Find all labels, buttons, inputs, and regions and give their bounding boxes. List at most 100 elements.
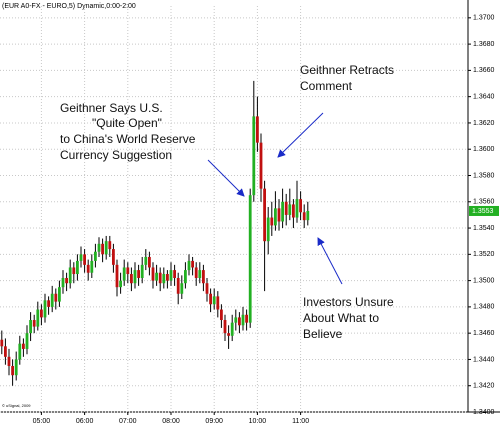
- candle-body: [259, 142, 263, 189]
- candle-body: [306, 210, 310, 221]
- candle-body: [58, 287, 61, 302]
- annotation-line: Investors Unsure: [303, 295, 394, 309]
- candle-body: [72, 267, 76, 275]
- annotation-arrow: [207, 159, 245, 197]
- candle-body: [94, 251, 97, 261]
- y-tick-label: 1.3480: [473, 304, 495, 311]
- candle-body: [216, 296, 220, 310]
- candle-body: [83, 254, 86, 265]
- candle-body: [0, 339, 4, 347]
- candle-body: [263, 188, 266, 242]
- candle-body: [158, 272, 162, 284]
- annotation-arrow: [277, 112, 324, 158]
- candle-body: [295, 199, 299, 218]
- y-tick-label: 1.3520: [473, 251, 495, 258]
- candle-body: [252, 116, 256, 196]
- candle-body: [86, 264, 90, 273]
- y-tick-label: 1.3500: [473, 277, 495, 284]
- x-tick-label: 06:00: [76, 418, 94, 425]
- candle-body: [284, 201, 288, 215]
- annotation-line: Believe: [303, 327, 343, 341]
- last-price-box: [469, 205, 499, 216]
- candle-body: [194, 267, 198, 278]
- annotation-line: Currency Suggestion: [60, 148, 172, 162]
- footnote: © uSignal, 2009: [2, 403, 31, 408]
- candle-body: [76, 260, 79, 275]
- x-tick-label: 11:00: [292, 418, 309, 425]
- candle-body: [155, 272, 158, 281]
- annotation-line: About What to: [303, 311, 379, 325]
- candle-body: [144, 256, 148, 265]
- candle-body: [126, 267, 130, 275]
- candle-body: [187, 260, 191, 271]
- candle-body: [79, 254, 83, 261]
- candle-body: [245, 314, 248, 323]
- candle-body: [169, 270, 173, 281]
- candle-body: [47, 300, 50, 307]
- candle-body: [32, 320, 36, 327]
- x-tick-label: 10:00: [249, 418, 267, 425]
- candle-body: [122, 267, 126, 281]
- y-tick-label: 1.3660: [473, 67, 495, 74]
- y-tick-label: 1.3600: [473, 146, 495, 153]
- candle-body: [277, 208, 281, 222]
- x-tick-label: 09:00: [205, 418, 223, 425]
- candle-body: [227, 333, 230, 336]
- candle-body: [151, 267, 155, 281]
- candle-body: [209, 293, 212, 305]
- candle-body: [43, 300, 47, 318]
- x-tick-label: 05:00: [33, 418, 51, 425]
- candle-body: [274, 208, 277, 226]
- candle-body: [176, 277, 180, 294]
- x-tick-label: 07:00: [119, 418, 137, 425]
- candle-body: [25, 333, 29, 349]
- candle-body: [198, 270, 202, 278]
- annotation-line: Geithner Says U.S.: [60, 101, 163, 115]
- candle-body: [270, 217, 274, 226]
- y-tick-label: 1.3620: [473, 120, 495, 127]
- candle-body: [220, 309, 223, 321]
- y-tick-label: 1.3420: [473, 383, 495, 390]
- candle-body: [65, 277, 68, 284]
- candle-body: [18, 343, 22, 360]
- annotation-line: Comment: [300, 79, 353, 93]
- y-tick-label: 1.3640: [473, 94, 495, 101]
- candle-body: [292, 204, 295, 218]
- candle-body: [119, 280, 122, 288]
- candle-body: [162, 274, 166, 284]
- chart-title: (EUR A0-FX - EURO,5) Dynamic,0:00-2:00: [2, 3, 136, 10]
- candle-body: [173, 270, 176, 278]
- x-tick-label: 08:00: [162, 418, 180, 425]
- candle-body: [61, 277, 65, 288]
- candle-body: [223, 320, 227, 334]
- candle-body: [288, 204, 292, 215]
- candle-body: [234, 317, 238, 323]
- candle-body: [140, 264, 144, 278]
- candle-body: [97, 243, 101, 252]
- candle-body: [166, 274, 169, 281]
- annotation-line: Geithner Retracts: [300, 63, 394, 77]
- candle-body: [108, 241, 112, 250]
- candle-body: [101, 243, 104, 255]
- annotation-line: to China's World Reserve: [60, 132, 196, 146]
- y-tick-label: 1.3560: [473, 199, 495, 206]
- candle-body: [137, 270, 140, 278]
- candle-body: [133, 270, 137, 284]
- candle-body: [191, 260, 194, 268]
- candle-body: [205, 283, 209, 294]
- y-tick-label: 1.3460: [473, 330, 495, 337]
- candle-body: [180, 283, 184, 294]
- candle-body: [230, 322, 234, 336]
- candle-body: [299, 199, 302, 213]
- candle-body: [184, 270, 187, 284]
- candle-body: [281, 201, 284, 222]
- y-tick-label: 1.3440: [473, 356, 495, 363]
- candle-body: [54, 293, 58, 302]
- candle-body: [241, 314, 245, 326]
- candle-body: [248, 195, 252, 323]
- candle-body: [29, 320, 32, 334]
- y-tick-label: 1.3400: [473, 409, 495, 416]
- candle-body: [148, 256, 151, 268]
- candle-body: [11, 366, 14, 376]
